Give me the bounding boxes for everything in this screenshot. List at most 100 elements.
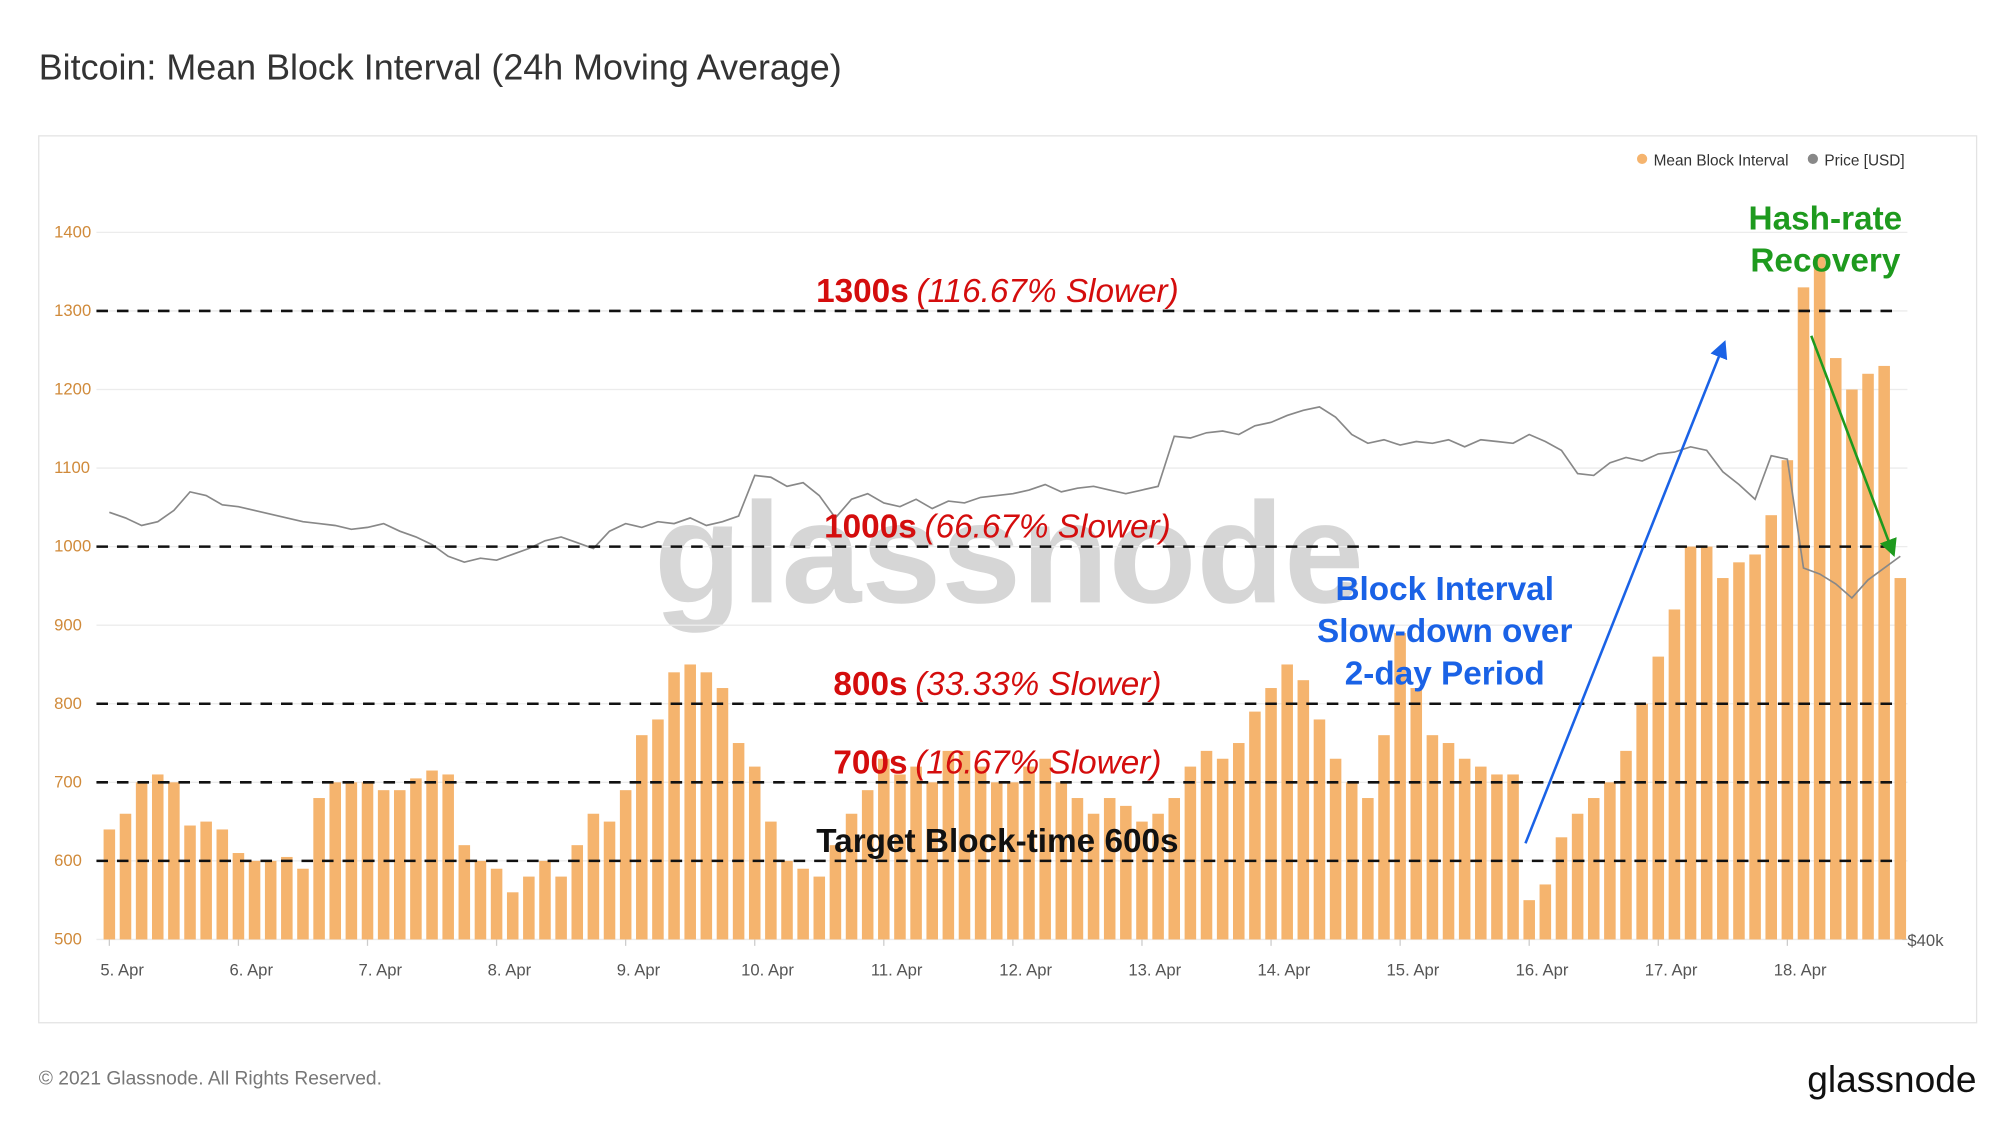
bar [281,856,293,940]
bar [1216,758,1229,940]
bar [732,743,745,940]
bar [797,868,809,940]
bar [1426,735,1439,940]
bar [1265,688,1277,940]
bar [958,750,971,940]
bar [1297,680,1310,940]
bar [168,782,180,940]
reference-detail: (66.67% Slower) [924,509,1170,546]
bar [1894,578,1907,940]
reference-value: 1000s [824,509,917,546]
bar [442,774,454,940]
reference-value: 700s [833,744,907,781]
bar [1620,750,1632,940]
y-tick-label: 700 [54,772,82,791]
bar [1103,798,1116,940]
bar [1749,554,1761,940]
x-tick-label: 5. Apr [100,960,144,979]
legend-label: Price [USD] [1824,152,1904,169]
arrow [1524,340,1728,844]
bar [1862,373,1874,940]
y-tick-label: 1200 [54,380,91,399]
reference-value: Target Block-time 600s [816,823,1178,860]
bar [523,876,535,940]
bar [1442,743,1455,940]
reference-label: 1000s (66.67% Slower) [824,509,1171,546]
bar [506,892,519,940]
bar [248,860,261,940]
bar [942,750,955,940]
bar [1087,813,1100,940]
bar [1184,766,1197,940]
x-tick-label: 14. Apr [1257,960,1310,979]
reference-detail: (33.33% Slower) [915,666,1161,703]
y-tick-label: 900 [54,615,82,634]
x-tick-label: 12. Apr [999,960,1052,979]
bar [1458,758,1471,940]
bar [329,782,342,940]
bar [1604,782,1616,940]
plot-area: glassnode 500 600 700 800 900 1000 1100 1200 1300… [54,152,1944,979]
bar [1394,633,1406,940]
bar [700,672,713,940]
bar [1120,805,1132,940]
bar [1410,688,1423,940]
bar [555,876,567,940]
bar [1587,798,1600,940]
bar [474,860,487,940]
bar [297,868,309,940]
bar [829,845,842,940]
bar [1846,389,1858,940]
bar [781,860,793,940]
bar [200,821,212,940]
bar [765,821,777,940]
bar [603,821,616,940]
bar [619,790,632,940]
bar [1281,664,1293,940]
arrow [1810,335,1897,558]
annotation: Hash-rate [1749,200,1903,237]
bar [1152,813,1164,940]
bar [1233,743,1245,940]
annotation: 2-day Period [1345,655,1545,692]
bar [1765,515,1777,940]
bar [1684,546,1697,940]
bar [1200,750,1213,940]
bar [232,853,245,940]
bar [1523,900,1535,940]
bar [684,664,696,940]
y-tick-label: 800 [54,694,82,713]
annotation: Block Interval [1335,571,1553,608]
bar [377,790,390,940]
bar [990,782,1003,940]
bar [748,766,761,940]
bar [119,813,132,940]
bar [926,782,938,940]
bar [910,766,922,940]
bar [1539,884,1552,940]
y-tick-label: 500 [54,930,82,949]
bar [394,790,406,940]
bar [1668,609,1681,940]
bar [1878,365,1890,940]
x-tick-label: 7. Apr [359,960,403,979]
bar [490,868,503,940]
bar [1362,798,1374,940]
bar [1733,562,1745,940]
x-tick-label: 8. Apr [488,960,532,979]
bar [1313,719,1326,940]
x-tick-label: 13. Apr [1128,960,1181,979]
logo: glassnode [1807,1058,1976,1100]
bar [539,860,551,940]
bar [587,813,600,940]
bar [813,876,826,940]
bar [1475,766,1487,940]
chart-frame [38,135,1978,1024]
bar [313,798,325,940]
y-tick-label: 1100 [54,458,90,477]
bar [1781,460,1794,940]
x-tick-label: 18. Apr [1774,960,1827,979]
bar [1136,821,1148,940]
legend-marker [1807,153,1819,165]
